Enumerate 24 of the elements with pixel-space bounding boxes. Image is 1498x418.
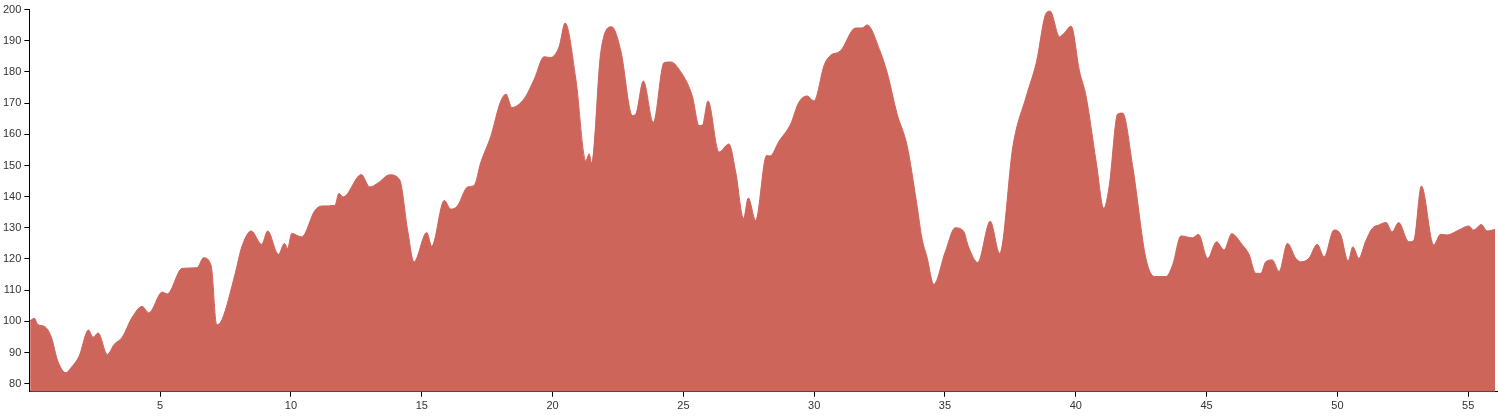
y-tick-label: 140 xyxy=(2,189,22,202)
y-tick-label: 150 xyxy=(2,158,22,171)
y-tick-label: 130 xyxy=(2,220,22,233)
y-tick-label: 200 xyxy=(2,2,22,15)
x-tick-label: 25 xyxy=(677,399,690,412)
y-tick-label: 180 xyxy=(2,64,22,77)
x-tick-label: 55 xyxy=(1462,399,1475,412)
y-tick-label: 100 xyxy=(2,314,22,327)
x-tick-label: 30 xyxy=(808,399,821,412)
x-tick-label: 40 xyxy=(1069,399,1082,412)
x-tick-label: 50 xyxy=(1331,399,1344,412)
y-tick-label: 90 xyxy=(9,345,22,358)
x-tick-label: 35 xyxy=(938,399,952,412)
x-tick-label: 15 xyxy=(415,399,428,412)
x-tick-label: 5 xyxy=(157,399,164,412)
x-tick-label: 10 xyxy=(284,399,298,412)
y-tick-label: 170 xyxy=(2,96,22,109)
y-tick-label: 80 xyxy=(9,376,22,389)
y-tick-label: 110 xyxy=(3,283,22,296)
x-tick-label: 20 xyxy=(546,399,559,412)
y-tick-label: 190 xyxy=(2,33,22,46)
y-tick-label: 120 xyxy=(2,252,22,265)
x-tick-label: 45 xyxy=(1200,399,1213,412)
y-tick-label: 160 xyxy=(2,127,22,140)
